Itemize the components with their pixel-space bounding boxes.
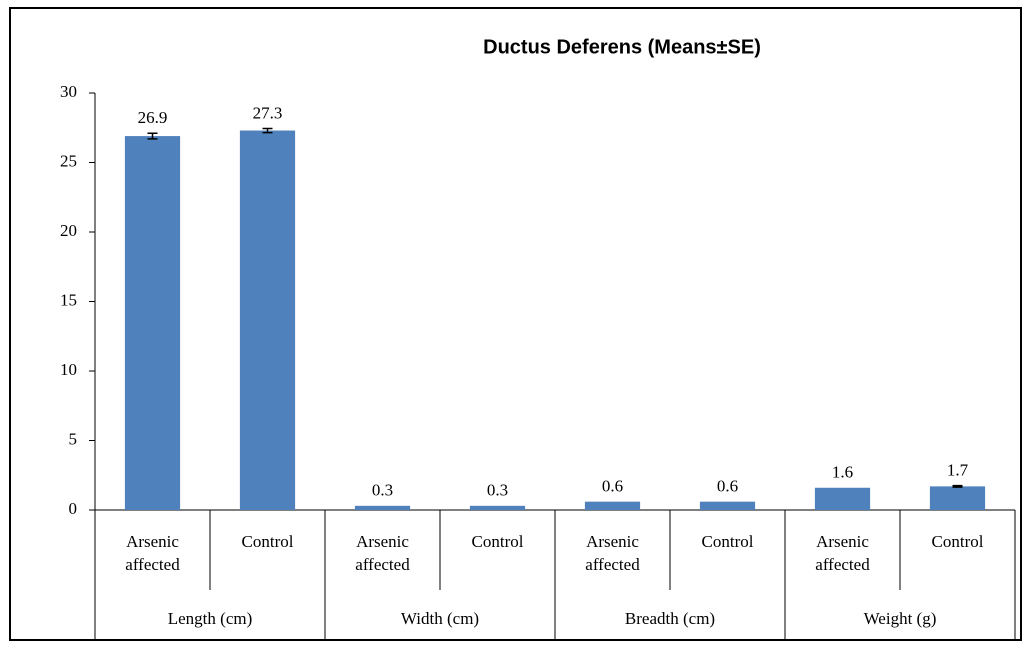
bar [124,136,181,510]
x-tick-label: Control [701,532,754,551]
y-tick-label: 10 [60,360,77,379]
x-tick-label: Arsenic affected [815,532,870,574]
group-label: Weight (g) [864,609,937,628]
bar [469,505,526,510]
y-tick-label: 25 [60,151,77,170]
x-tick-label: Arsenic affected [585,532,640,574]
bar [584,501,641,510]
bar [814,487,871,510]
group-label: Length (cm) [168,609,253,628]
y-tick-label: 0 [69,499,78,518]
y-tick-label: 15 [60,290,77,309]
data-label: 0.3 [487,481,508,500]
error-bar [952,484,963,488]
data-label: 1.6 [832,463,853,482]
data-label: 0.6 [717,477,738,496]
x-tick-label: Control [931,532,984,551]
bar [929,486,986,510]
data-label: 27.3 [253,103,283,122]
group-label: Width (cm) [401,609,479,628]
chart-title: Ductus Deferens (Means±SE) [483,36,761,58]
x-tick-label: Arsenic affected [355,532,410,574]
data-label: 0.3 [372,481,393,500]
error-bar [147,132,158,140]
bar [239,130,296,510]
x-tick-label: Control [471,532,524,551]
y-tick-label: 30 [60,82,77,101]
bar [354,505,411,510]
data-label: 26.9 [138,108,168,127]
x-tick-label: Control [241,532,294,551]
x-tick-label: Arsenic affected [125,532,180,574]
group-label: Breadth (cm) [625,609,715,628]
y-tick-label: 20 [60,221,77,240]
y-tick-label: 5 [69,429,78,448]
data-label: 0.6 [602,477,623,496]
error-bar [262,127,273,134]
frame [9,7,1022,641]
bar [699,501,756,510]
data-label: 1.7 [947,461,969,480]
